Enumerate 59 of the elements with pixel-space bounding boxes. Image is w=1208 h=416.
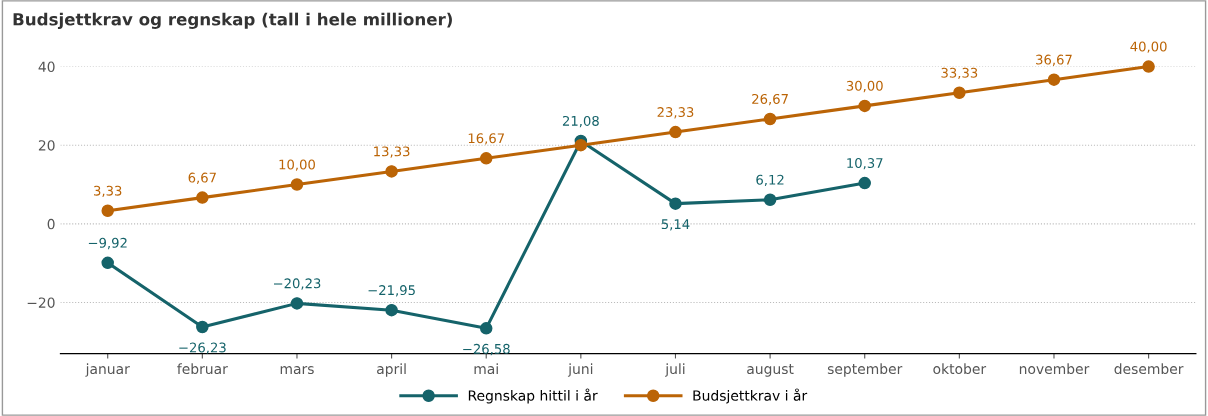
x-tick-label: oktober [933,363,987,375]
data-label: 40,00 [1130,41,1167,53]
data-label: −26,58 [463,343,510,356]
data-label: 5,14 [661,219,690,231]
data-label: 3,33 [94,185,122,198]
data-label: 26,67 [752,93,788,106]
point [479,152,493,165]
legend-label: Budsjettkrav i år [693,388,808,404]
point [101,256,114,270]
point [290,178,304,191]
data-label: 33,33 [941,67,978,80]
x-tick-label: september [827,363,903,377]
point [858,99,871,113]
point [196,191,209,204]
x-tick-label: november [1019,363,1090,375]
data-label: −26,23 [179,342,226,354]
x-tick-label: februar [177,363,228,375]
x-tick-label: juli [665,363,685,377]
x-tick-label: desember [1114,363,1184,375]
data-label: 13,33 [374,146,410,158]
point [290,297,304,310]
y-tick-label: 20 [38,140,55,151]
data-label: −20,23 [273,278,321,290]
x-tick-label: august [747,364,794,377]
data-label: 30,00 [846,80,883,93]
point [1142,60,1155,73]
data-label: −21,95 [368,285,415,297]
point [669,125,682,139]
point [1047,73,1061,86]
data-label: 10,37 [847,158,883,170]
data-label: 6,12 [756,174,784,187]
data-label: 10,00 [279,159,315,171]
point [763,112,777,126]
point [669,197,682,210]
y-tick-label: −20 [27,297,55,308]
point [763,193,777,207]
x-tick-label: april [377,363,406,377]
point [385,165,398,178]
data-label: −9,92 [88,237,127,250]
data-label: 36,67 [1036,54,1072,66]
point [196,320,209,334]
data-label: 6,67 [188,172,216,184]
x-tick-label: juni [567,363,593,377]
x-tick-label: mars [280,366,314,375]
data-label: 21,08 [562,115,599,128]
point [101,204,114,217]
point [574,138,588,152]
data-label: 16,67 [468,133,504,145]
point [953,86,966,100]
x-tick-label: mai [474,363,498,375]
point [385,303,398,317]
point [858,176,871,190]
chart-title: Budsjettkrav og regnskap (tall i hele millioner) [13,12,452,29]
y-tick-label: 0 [47,218,55,230]
point [479,322,493,335]
legend-label: Regnskap hittil i år [468,388,598,404]
x-tick-label: januar [85,363,130,377]
data-label: 23,33 [657,107,694,119]
y-tick-label: 40 [38,61,55,73]
